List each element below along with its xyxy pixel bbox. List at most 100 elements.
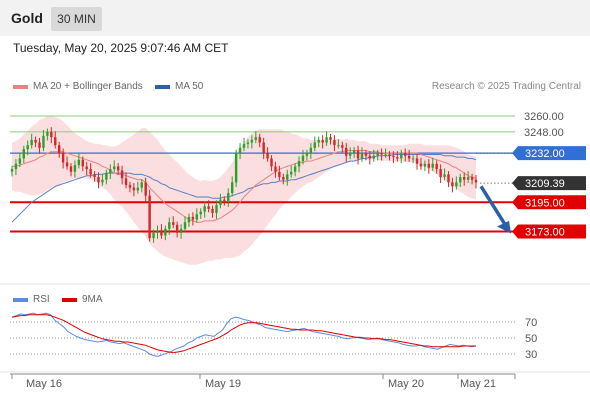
timeframe-badge[interactable]: 30 MIN: [51, 7, 102, 31]
candle-body: [321, 139, 324, 143]
candle-body: [219, 199, 222, 205]
candle-body: [459, 177, 462, 183]
candle-body: [22, 149, 26, 159]
candle-body: [348, 153, 352, 156]
candle-body: [293, 166, 297, 172]
ma20-line: [12, 150, 477, 223]
candle-body: [407, 155, 411, 159]
candle-body: [132, 187, 136, 191]
x-axis-label: May 21: [460, 378, 496, 390]
candle-body: [415, 158, 419, 164]
rsi-ma9-line: [11, 314, 476, 353]
candle-body: [61, 153, 65, 163]
candle-body: [333, 139, 336, 146]
candle-body: [124, 178, 128, 186]
ma9-swatch: [62, 297, 77, 302]
candle-body: [289, 171, 293, 175]
candle-body: [85, 166, 88, 170]
candle-body: [368, 155, 372, 159]
candle-body: [148, 195, 151, 239]
candle-body: [50, 131, 53, 138]
candle-body: [152, 232, 155, 239]
legend-rsi: RSI: [13, 294, 50, 305]
candle-body: [431, 163, 434, 168]
candle-body: [282, 177, 285, 180]
candle-body: [116, 166, 120, 171]
candle-body: [474, 179, 478, 183]
ma50-label: MA 50: [175, 81, 204, 92]
level-label-support-1: 3195.00: [525, 197, 565, 209]
candle-body: [109, 169, 112, 174]
candle-body: [325, 137, 328, 143]
level-label-resistance-2: 3260.00: [524, 111, 564, 123]
candle-body: [301, 155, 305, 162]
candle-body: [54, 137, 57, 146]
candle-body: [46, 131, 49, 136]
candle-body: [258, 137, 261, 143]
forecast-arrow-head: [497, 220, 511, 234]
candle-body: [411, 158, 415, 160]
candle-body: [305, 153, 309, 156]
candle-body: [199, 211, 202, 215]
candle-body: [286, 174, 289, 180]
candle-body: [266, 153, 269, 159]
candle-body: [234, 153, 238, 183]
top-bar: Gold 30 MIN: [0, 0, 590, 36]
candle-body: [466, 177, 470, 180]
candle-body: [65, 162, 69, 167]
ma20-label: MA 20 + Bollinger Bands: [33, 81, 143, 92]
candle-body: [352, 150, 356, 154]
candle-body: [356, 150, 360, 159]
level-label-resistance-1: 3248.00: [524, 127, 564, 139]
candle-body: [470, 177, 474, 180]
candle-body: [34, 139, 37, 143]
candle-body: [215, 204, 218, 213]
copyright-text: Research © 2025 Trading Central: [431, 81, 581, 92]
candle-body: [435, 163, 438, 170]
ma50-swatch: [155, 84, 170, 89]
candle-body: [179, 228, 183, 233]
candle-body: [223, 199, 226, 201]
candle-body: [388, 154, 391, 156]
rsi-tick-label-50: 50: [525, 333, 537, 345]
candle-body: [113, 166, 116, 170]
rsi-tick-label-70: 70: [525, 317, 537, 329]
candle-body: [42, 135, 45, 148]
candle-body: [207, 206, 210, 209]
candle-body: [172, 222, 175, 225]
candle-body: [203, 206, 206, 212]
candle-body: [77, 159, 81, 166]
candle-body: [297, 161, 301, 167]
ma50-line: [11, 154, 477, 223]
candle-body: [270, 158, 273, 167]
candle-body: [404, 153, 407, 156]
level-label-pivot: 3232.00: [525, 148, 565, 160]
candle-body: [144, 182, 147, 196]
candle-body: [183, 222, 187, 229]
candle-body: [97, 177, 100, 183]
candle-body: [329, 137, 332, 140]
candle-body: [81, 159, 84, 167]
candle-body: [337, 145, 340, 147]
ma9-label: 9MA: [82, 294, 103, 305]
candle-body: [246, 142, 250, 144]
rsi-label: RSI: [33, 294, 50, 305]
level-label-last-price: 3209.39: [525, 178, 565, 190]
candle-body: [136, 187, 140, 191]
candle-body: [168, 222, 171, 229]
candle-body: [274, 166, 277, 172]
candle-body: [128, 185, 132, 188]
candle-body: [313, 142, 316, 148]
candle-body: [227, 192, 230, 201]
forecast-arrow: [479, 185, 509, 229]
candle-body: [156, 230, 159, 233]
candle-body: [242, 143, 246, 148]
candle-body: [69, 166, 73, 172]
candle-body: [101, 179, 104, 183]
candle-body: [309, 147, 313, 154]
symbol-title: Gold: [11, 10, 43, 26]
candle-body: [462, 177, 466, 180]
level-tag-pivot: [512, 146, 586, 161]
x-axis-label: May 19: [205, 378, 241, 390]
